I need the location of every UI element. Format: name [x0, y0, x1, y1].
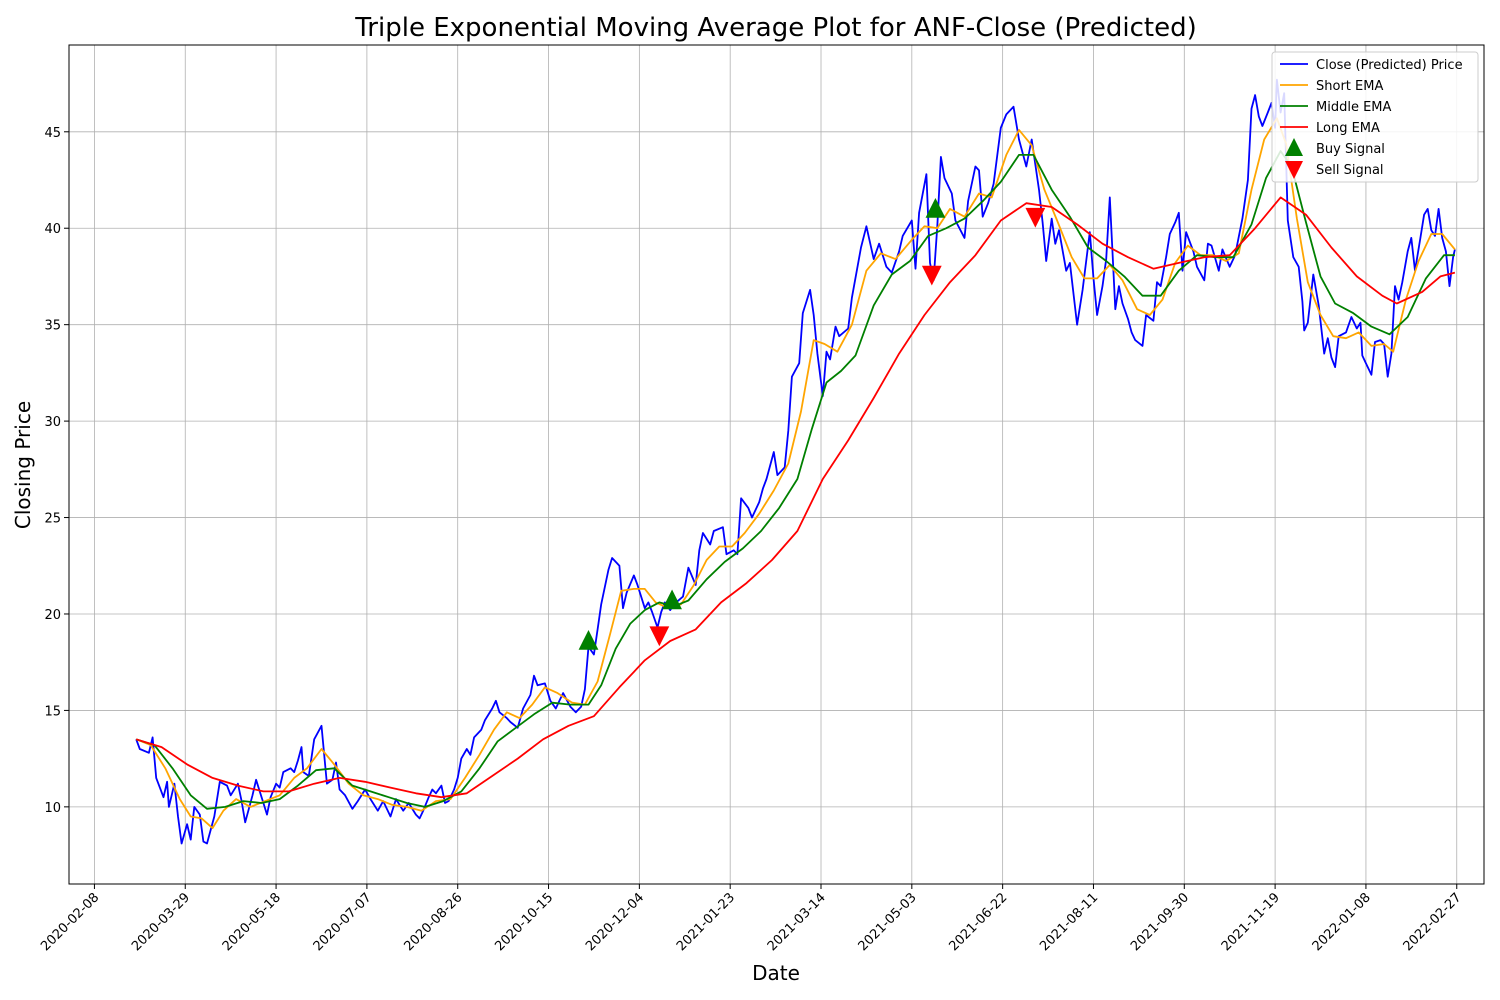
- x-tick-label: 2021-09-30: [1128, 890, 1192, 954]
- x-tick-label: 2021-03-14: [765, 890, 829, 954]
- x-tick-label: 2020-05-18: [220, 890, 284, 954]
- sell-signal-marker: [921, 265, 942, 286]
- close-price-line: [135, 78, 1456, 845]
- y-tick-label: 20: [44, 608, 61, 623]
- legend-swatch-buy: [1285, 138, 1303, 156]
- buy-signal-marker: [578, 629, 599, 650]
- legend-label: Middle EMA: [1316, 100, 1392, 115]
- x-tick-label: 2020-02-08: [38, 890, 102, 954]
- chart-title: Triple Exponential Moving Average Plot f…: [354, 13, 1197, 43]
- short-ema-line: [135, 117, 1456, 829]
- legend-label: Sell Signal: [1316, 163, 1384, 178]
- x-tick-label: 2020-07-07: [311, 890, 375, 954]
- legend-label: Short EMA: [1316, 79, 1383, 94]
- y-tick-label: 10: [44, 801, 61, 816]
- buy-signal-marker: [662, 589, 682, 610]
- series-lines: [135, 78, 1456, 845]
- x-tick-label: 2020-03-29: [129, 890, 193, 954]
- legend-label: Buy Signal: [1316, 142, 1385, 157]
- legend-box: [1271, 51, 1479, 183]
- x-tick-label: 2020-10-15: [492, 890, 556, 954]
- y-tick-label: 25: [44, 512, 61, 527]
- buy-signal-marker: [925, 197, 946, 218]
- legend-label: Long EMA: [1316, 121, 1380, 136]
- grid: [69, 45, 1484, 884]
- legend: Close (Predicted) Price Short EMA Middle E…: [1271, 51, 1479, 183]
- signal-markers: [578, 197, 1046, 650]
- plot-frame: [68, 44, 1485, 885]
- long-ema-line: [135, 196, 1456, 799]
- y-axis-ticks: 10 15 20 25 30 35 40 45: [44, 126, 69, 816]
- x-tick-label: 2021-05-03: [856, 890, 920, 954]
- x-tick-label: 2022-02-27: [1401, 890, 1465, 954]
- legend-label: Close (Predicted) Price: [1316, 58, 1463, 73]
- x-tick-label: 2022-01-08: [1310, 890, 1374, 954]
- x-axis-title: Date: [752, 961, 800, 985]
- x-tick-label: 2021-06-22: [946, 890, 1010, 954]
- y-tick-label: 35: [44, 319, 61, 334]
- y-tick-label: 30: [44, 415, 61, 430]
- y-axis-title: Closing Price: [11, 401, 35, 529]
- x-tick-label: 2021-08-11: [1037, 890, 1101, 954]
- x-tick-label: 2020-12-04: [583, 890, 647, 954]
- y-tick-label: 15: [44, 704, 61, 719]
- sell-signal-marker: [649, 626, 670, 647]
- y-tick-label: 40: [44, 222, 61, 237]
- sell-signal-marker: [1025, 207, 1046, 228]
- x-tick-label: 2021-11-19: [1219, 890, 1283, 954]
- y-tick-label: 45: [44, 126, 61, 141]
- legend-swatch-sell: [1285, 161, 1303, 179]
- x-tick-label: 2021-01-23: [674, 890, 738, 954]
- x-axis-ticks: 2020-02-08 2020-03-29 2020-05-18 2020-07-07…: [38, 884, 1465, 954]
- x-tick-label: 2020-08-26: [402, 890, 466, 954]
- middle-ema-line: [135, 150, 1455, 810]
